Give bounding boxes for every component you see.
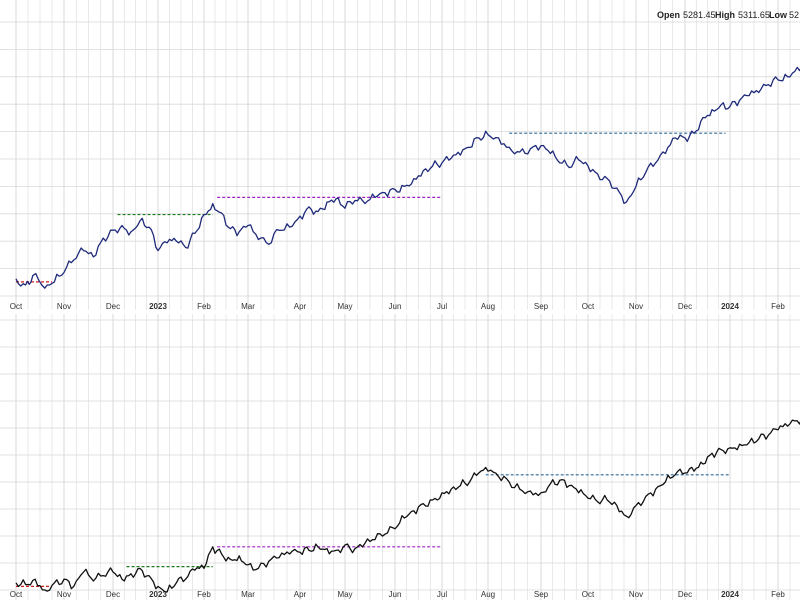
- high-label: High: [715, 10, 735, 20]
- x-tick-label: Nov: [629, 302, 643, 311]
- x-tick-label: Nov: [57, 302, 71, 311]
- x-tick-label: Jul: [437, 590, 447, 599]
- x-tick-label: Dec: [678, 302, 692, 311]
- bottom-price-line[interactable]: [15, 408, 800, 593]
- x-tick-label: Oct: [10, 590, 23, 599]
- x-tick-label: Apr: [294, 302, 307, 311]
- open-label: Open: [657, 10, 680, 20]
- x-tick-label: 2023: [149, 302, 167, 311]
- open-value: 5281.45: [683, 10, 716, 20]
- x-tick-label: May: [337, 302, 352, 311]
- x-tick-label: Feb: [197, 302, 211, 311]
- x-tick-label: May: [337, 590, 352, 599]
- x-tick-label: Mar: [241, 302, 255, 311]
- high-value: 5311.65: [738, 10, 770, 20]
- x-tick-label: Jun: [389, 302, 402, 311]
- x-tick-label: 2024: [721, 302, 739, 311]
- top-panel: Oct Nov Dec 2023 Feb Mar Apr May Jun Jul Aug Sep Oct…: [0, 0, 800, 311]
- low-label: Low: [769, 10, 788, 20]
- x-tick-label: Feb: [197, 590, 211, 599]
- x-tick-label: 2023: [149, 590, 167, 599]
- top-price-line[interactable]: [15, 45, 800, 289]
- x-tick-label: Dec: [106, 302, 120, 311]
- x-tick-label: 2024: [721, 590, 739, 599]
- x-tick-label: Feb: [771, 590, 785, 599]
- quote-readout: Open 5281.45 High 5311.65 Low 52: [657, 10, 799, 20]
- low-value: 52: [789, 10, 799, 20]
- bottom-panel: Oct Nov Dec 2023 Feb Mar Apr May Jun Jul Aug Sep Oct…: [0, 314, 800, 600]
- x-tick-label: Nov: [629, 590, 643, 599]
- x-tick-label: Jun: [389, 590, 402, 599]
- x-tick-label: Oct: [10, 302, 23, 311]
- x-tick-label: Sep: [534, 590, 549, 599]
- x-tick-label: Dec: [106, 590, 120, 599]
- x-tick-label: Aug: [481, 590, 495, 599]
- x-tick-label: Mar: [241, 590, 255, 599]
- x-tick-label: Feb: [771, 302, 785, 311]
- x-tick-label: Sep: [534, 302, 549, 311]
- x-tick-label: Aug: [481, 302, 495, 311]
- x-tick-label: Oct: [582, 590, 595, 599]
- x-tick-label: Oct: [582, 302, 595, 311]
- x-tick-label: Dec: [678, 590, 692, 599]
- x-tick-label: Apr: [294, 590, 307, 599]
- x-tick-label: Nov: [57, 590, 71, 599]
- x-tick-label: Jul: [437, 302, 447, 311]
